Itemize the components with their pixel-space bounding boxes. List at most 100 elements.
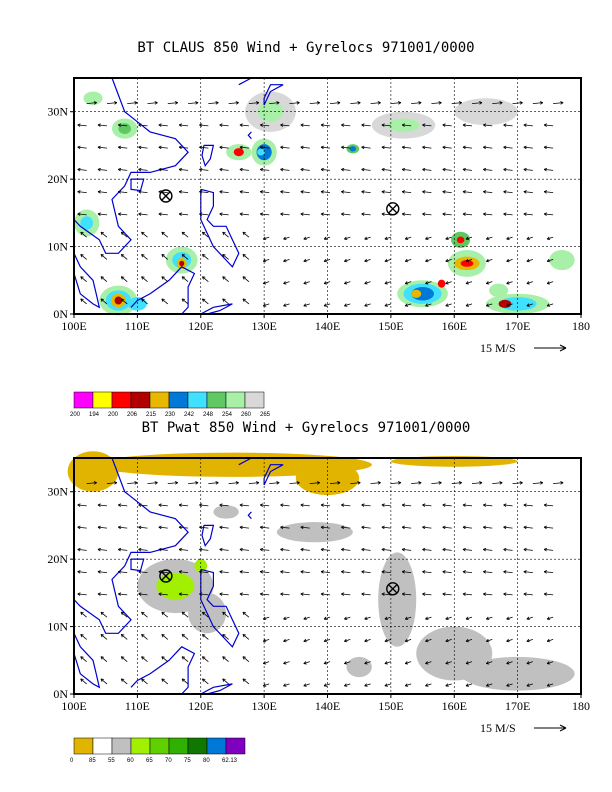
wind-arrow xyxy=(445,661,452,665)
wind-arrow-head xyxy=(174,101,179,105)
wind-arrow xyxy=(544,124,554,127)
wind-arrow xyxy=(323,661,331,665)
wind-arrow-head xyxy=(445,616,449,621)
wind-arrow-head xyxy=(239,547,243,552)
wind-arrow-head xyxy=(219,145,223,150)
wind-arrow-head xyxy=(503,167,507,172)
wind-arrow-head xyxy=(364,638,368,643)
wind-arrow xyxy=(384,683,392,687)
wind-arrow xyxy=(260,213,270,216)
wind-arrow-head xyxy=(543,167,548,172)
wind-arrow xyxy=(158,593,168,596)
cyclone-marker xyxy=(386,582,400,596)
wind-arrow xyxy=(228,482,239,485)
wind-arrow-head xyxy=(539,101,544,105)
wind-arrow xyxy=(138,548,148,551)
wind-arrow-head xyxy=(560,481,564,485)
wind-arrow xyxy=(141,634,148,640)
wind-arrow-head xyxy=(526,616,530,621)
panel-1-title: BT CLAUS 850 Wind + Gyrelocs 971001/0000 xyxy=(137,40,475,56)
wind-arrow-head xyxy=(178,592,183,596)
wind-arrow-head xyxy=(118,525,122,530)
wind-arrow xyxy=(402,191,412,194)
wind-arrow xyxy=(239,124,249,127)
wind-arrow-head xyxy=(445,303,449,307)
wind-arrow-head xyxy=(422,190,426,194)
legend-swatch xyxy=(187,737,208,755)
wind-arrow-head xyxy=(118,570,122,574)
wind-arrow-head xyxy=(120,276,125,280)
wind-arrow-head xyxy=(178,145,183,150)
wind-arrow xyxy=(300,571,310,574)
wind-arrow-head xyxy=(425,638,429,643)
wind-arrow-head xyxy=(364,683,368,687)
coastline xyxy=(130,646,196,695)
wind-arrow-head xyxy=(239,525,243,530)
wind-arrow-head xyxy=(158,592,162,596)
wind-arrow-head xyxy=(222,231,226,236)
wind-arrow xyxy=(384,616,392,620)
lon-tick-label: 160E xyxy=(442,319,467,333)
wind-arrow-head xyxy=(181,298,186,302)
wind-arrow xyxy=(402,571,412,574)
wind-arrow-head xyxy=(483,525,487,530)
wind-arrow xyxy=(158,146,168,149)
wind-arrow-head xyxy=(154,481,158,485)
wind-arrow xyxy=(462,124,473,127)
wind-arrow xyxy=(141,678,148,685)
wind-arrow-head xyxy=(323,258,328,263)
wind-arrow xyxy=(323,683,331,687)
wind-arrow-head xyxy=(422,525,426,530)
wind-arrow-head xyxy=(526,683,530,687)
wind-arrow xyxy=(422,571,432,574)
wind-arrow xyxy=(523,168,533,171)
wind-arrow-head xyxy=(283,303,287,307)
coastline xyxy=(238,77,252,86)
wind-arrow-head xyxy=(499,101,503,105)
wind-arrow-head xyxy=(341,525,345,530)
wind-arrow-head xyxy=(381,525,385,530)
field-contour xyxy=(257,148,265,156)
wind-arrow-head xyxy=(161,276,165,280)
wind-arrow-head xyxy=(138,547,142,552)
wind-arrow xyxy=(402,124,412,127)
wind-arrow xyxy=(97,593,107,596)
wind-arrow xyxy=(222,656,229,662)
wind-arrow xyxy=(263,303,270,307)
wind-arrow xyxy=(120,611,128,618)
wind-arrow xyxy=(323,639,331,642)
wind-arrow-head xyxy=(506,616,510,621)
field-contour xyxy=(83,91,103,105)
wind-arrow xyxy=(77,504,87,507)
wind-arrow xyxy=(280,504,290,507)
wind-arrow-head xyxy=(262,303,267,307)
wind-arrow-head xyxy=(80,678,84,682)
wind-arrow xyxy=(483,504,493,507)
wind-arrow-head xyxy=(283,258,287,263)
legend-label: 215 xyxy=(146,412,157,418)
wind-arrow-head xyxy=(526,661,530,665)
wind-arrow xyxy=(486,303,493,307)
wind-arrow xyxy=(486,616,493,620)
wind-arrow-head xyxy=(364,616,368,621)
wind-arrow xyxy=(219,213,229,216)
wind-arrow-head xyxy=(341,547,345,552)
wind-arrow xyxy=(260,571,270,574)
wind-arrow xyxy=(100,276,108,282)
wind-arrow-head xyxy=(178,547,183,552)
wind-arrow-head xyxy=(114,481,118,485)
lat-tick-label: 20N xyxy=(47,172,68,186)
wind-arrow-head xyxy=(303,638,307,643)
wind-arrow-head xyxy=(280,212,284,216)
wind-arrow xyxy=(199,191,209,194)
wind-arrow xyxy=(181,298,189,305)
legend-label: 194 xyxy=(89,412,100,418)
wind-arrow xyxy=(161,678,169,685)
wind-arrow xyxy=(344,639,351,642)
cyclone-marker xyxy=(386,202,400,216)
wind-arrow xyxy=(422,191,432,194)
wind-arrow xyxy=(445,236,452,240)
field-contour xyxy=(460,260,474,267)
wind-arrow-head xyxy=(422,212,426,216)
wind-arrow-head xyxy=(118,592,122,596)
